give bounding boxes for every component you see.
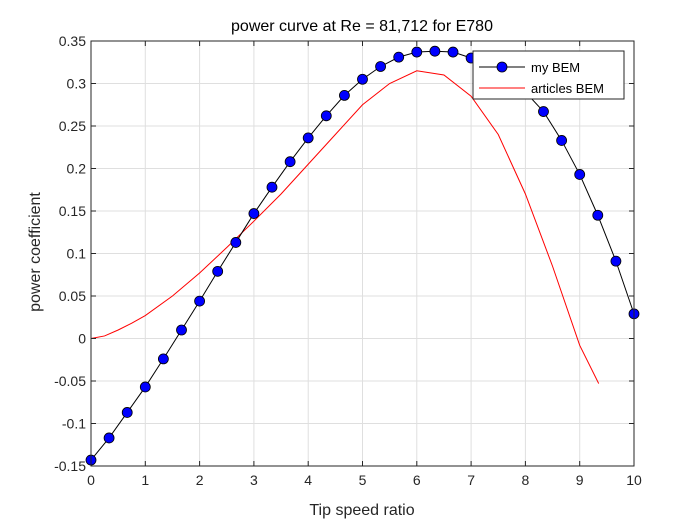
- data-point-my-bem: [157, 353, 169, 365]
- y-tick-label: 0: [78, 331, 86, 347]
- data-point-my-bem: [212, 265, 224, 277]
- data-point-my-bem: [248, 208, 260, 219]
- data-point-my-bem: [357, 73, 368, 85]
- data-point-my-bem: [411, 46, 423, 58]
- x-tick-label: 0: [87, 472, 95, 488]
- series-line-articles-bem: [90, 70, 600, 384]
- data-point-my-bem: [121, 407, 133, 418]
- x-tick-label: 2: [196, 472, 204, 488]
- y-tick-label: 0.05: [59, 288, 86, 304]
- data-point-my-bem: [284, 156, 296, 168]
- x-tick-label: 8: [522, 472, 530, 488]
- x-axis-label: Tip speed ratio: [309, 502, 414, 519]
- data-point-my-bem: [429, 45, 441, 57]
- data-point-my-bem: [538, 106, 549, 117]
- data-point-my-bem: [194, 295, 206, 307]
- x-tick-label: 1: [141, 472, 149, 488]
- x-tick-label: 3: [250, 472, 258, 488]
- axes: [90, 40, 635, 467]
- data-point-my-bem: [574, 169, 586, 180]
- legend-label-articles-bem: articles BEM: [531, 81, 604, 96]
- legend: my BEM articles BEM: [472, 50, 625, 100]
- data-point-my-bem: [302, 132, 314, 144]
- data-point-my-bem: [592, 209, 604, 221]
- y-tick-label: -0.1: [62, 416, 86, 432]
- legend-label-my-bem: my BEM: [531, 60, 580, 75]
- data-point-my-bem: [320, 110, 332, 122]
- data-point-my-bem: [139, 381, 151, 393]
- data-point-my-bem: [447, 46, 459, 58]
- data-point-my-bem: [176, 324, 187, 336]
- x-tick-label: 10: [626, 472, 642, 488]
- y-tick-label: -0.15: [54, 458, 86, 474]
- data-point-my-bem: [556, 135, 568, 146]
- y-tick-label: -0.05: [54, 373, 86, 389]
- y-tick-label: 0.1: [67, 246, 87, 262]
- data-point-my-bem: [393, 51, 405, 63]
- y-tick-label: 0.2: [67, 161, 87, 177]
- x-tick-label: 7: [467, 472, 475, 488]
- legend-box: [472, 50, 625, 100]
- y-tick-label: 0.25: [59, 118, 86, 134]
- x-tick-label: 9: [576, 472, 584, 488]
- data-point-my-bem: [375, 61, 386, 72]
- y-tick-label: 0.35: [59, 33, 86, 49]
- y-tick-label: 0.3: [67, 76, 87, 92]
- y-axis-label: power coefficient: [27, 192, 44, 312]
- data-point-my-bem: [103, 432, 115, 444]
- y-tick-label: 0.15: [59, 203, 86, 219]
- x-tick-label: 6: [413, 472, 421, 488]
- data-point-my-bem: [230, 237, 242, 248]
- x-tick-label: 5: [359, 472, 367, 488]
- data-point-my-bem: [339, 90, 350, 101]
- x-tick-label: 4: [304, 472, 312, 488]
- chart-title: power curve at Re = 81,712 for E780: [231, 18, 493, 35]
- legend-marker-my-bem: [496, 61, 508, 73]
- tick-labels: 0 1 2 3 4 5 6 7 8 9 10 -0.15 -0.1 -0.05 0 0.05 0.1 0.15 0.…: [54, 33, 642, 488]
- data-point-my-bem: [266, 181, 278, 193]
- data-point-my-bem: [610, 255, 622, 267]
